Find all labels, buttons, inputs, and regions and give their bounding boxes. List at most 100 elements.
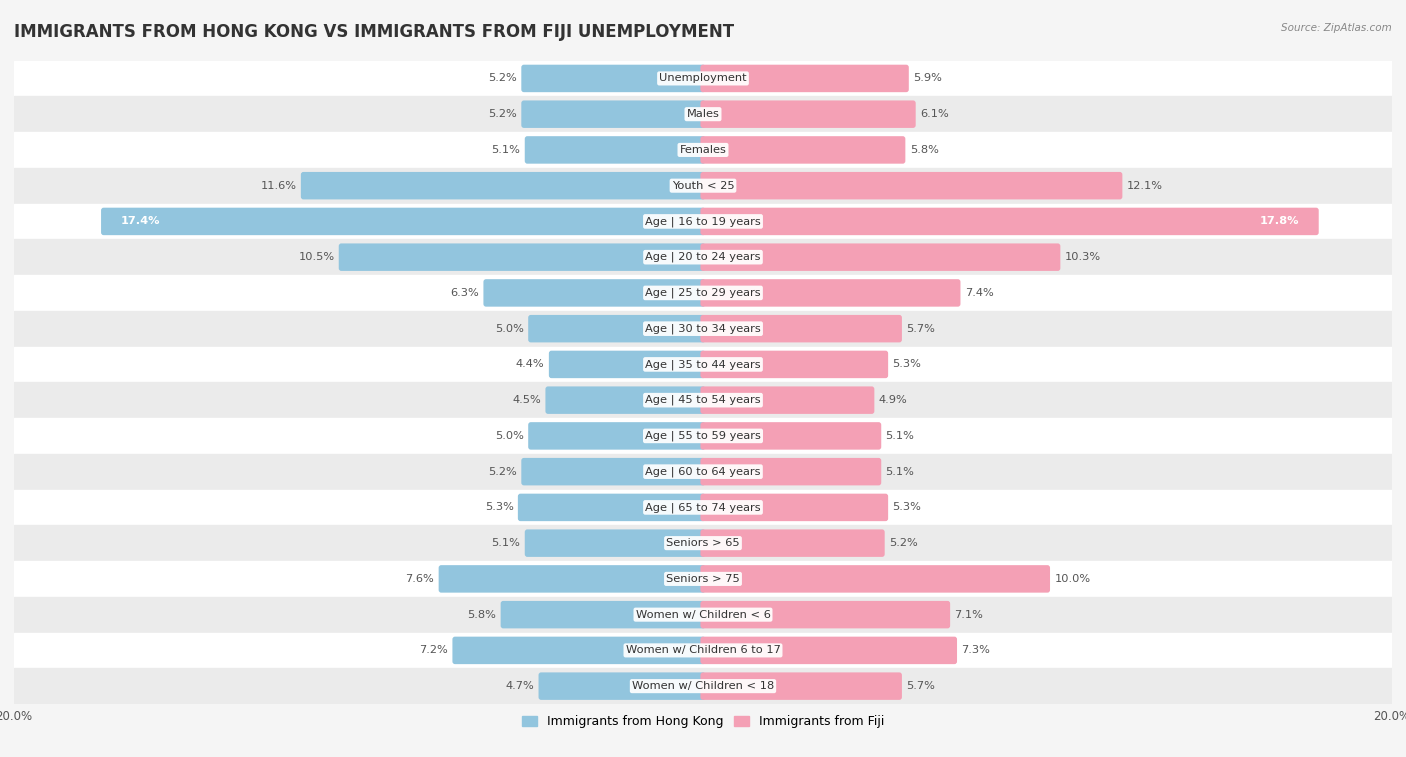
Bar [14,418,1392,453]
Text: 5.2%: 5.2% [889,538,918,548]
Bar [14,96,1392,132]
Text: Age | 60 to 64 years: Age | 60 to 64 years [645,466,761,477]
FancyBboxPatch shape [700,672,901,700]
Bar [14,61,1392,96]
FancyBboxPatch shape [529,422,706,450]
FancyBboxPatch shape [700,601,950,628]
Text: Women w/ Children < 18: Women w/ Children < 18 [631,681,775,691]
Text: Age | 16 to 19 years: Age | 16 to 19 years [645,217,761,226]
Text: 7.6%: 7.6% [405,574,434,584]
FancyBboxPatch shape [339,244,706,271]
Bar [14,275,1392,311]
Text: 5.0%: 5.0% [495,431,524,441]
Bar [14,633,1392,668]
FancyBboxPatch shape [484,279,706,307]
FancyBboxPatch shape [700,172,1122,199]
Bar [14,525,1392,561]
Text: 4.7%: 4.7% [506,681,534,691]
FancyBboxPatch shape [501,601,706,628]
Text: Age | 30 to 34 years: Age | 30 to 34 years [645,323,761,334]
FancyBboxPatch shape [700,244,1060,271]
Text: Age | 20 to 24 years: Age | 20 to 24 years [645,252,761,263]
FancyBboxPatch shape [538,672,706,700]
Text: 5.2%: 5.2% [488,73,517,83]
Text: 6.3%: 6.3% [450,288,479,298]
Text: 4.4%: 4.4% [516,360,544,369]
Text: Source: ZipAtlas.com: Source: ZipAtlas.com [1281,23,1392,33]
Bar [14,311,1392,347]
Text: 5.9%: 5.9% [912,73,942,83]
Text: 5.8%: 5.8% [910,145,939,155]
Text: 5.1%: 5.1% [886,431,914,441]
FancyBboxPatch shape [529,315,706,342]
Text: Females: Females [679,145,727,155]
Text: 17.8%: 17.8% [1260,217,1299,226]
FancyBboxPatch shape [700,136,905,164]
Text: 7.1%: 7.1% [955,609,983,620]
Text: 5.0%: 5.0% [495,324,524,334]
Text: 6.1%: 6.1% [920,109,949,119]
Text: 10.5%: 10.5% [298,252,335,262]
Text: Age | 65 to 74 years: Age | 65 to 74 years [645,502,761,512]
Text: 4.5%: 4.5% [512,395,541,405]
Legend: Immigrants from Hong Kong, Immigrants from Fiji: Immigrants from Hong Kong, Immigrants fr… [517,710,889,733]
Text: Age | 55 to 59 years: Age | 55 to 59 years [645,431,761,441]
Bar [14,490,1392,525]
FancyBboxPatch shape [517,494,706,521]
FancyBboxPatch shape [700,529,884,557]
FancyBboxPatch shape [700,494,889,521]
Text: Seniors > 75: Seniors > 75 [666,574,740,584]
FancyBboxPatch shape [700,207,1319,235]
FancyBboxPatch shape [700,279,960,307]
Bar [14,204,1392,239]
Bar [14,168,1392,204]
Text: 10.3%: 10.3% [1064,252,1101,262]
FancyBboxPatch shape [700,565,1050,593]
Text: 5.1%: 5.1% [886,466,914,477]
Text: Males: Males [686,109,720,119]
Text: Age | 35 to 44 years: Age | 35 to 44 years [645,359,761,369]
Bar [14,382,1392,418]
Text: 5.3%: 5.3% [893,503,921,512]
FancyBboxPatch shape [522,101,706,128]
FancyBboxPatch shape [700,315,901,342]
Text: Age | 45 to 54 years: Age | 45 to 54 years [645,395,761,406]
FancyBboxPatch shape [700,637,957,664]
Text: 5.1%: 5.1% [492,145,520,155]
Bar [14,132,1392,168]
Text: Women w/ Children 6 to 17: Women w/ Children 6 to 17 [626,646,780,656]
Text: Unemployment: Unemployment [659,73,747,83]
Text: 5.8%: 5.8% [467,609,496,620]
Text: 17.4%: 17.4% [121,217,160,226]
FancyBboxPatch shape [548,350,706,378]
Text: 5.2%: 5.2% [488,109,517,119]
Text: IMMIGRANTS FROM HONG KONG VS IMMIGRANTS FROM FIJI UNEMPLOYMENT: IMMIGRANTS FROM HONG KONG VS IMMIGRANTS … [14,23,734,41]
Text: Seniors > 65: Seniors > 65 [666,538,740,548]
FancyBboxPatch shape [700,350,889,378]
FancyBboxPatch shape [522,64,706,92]
Bar [14,668,1392,704]
FancyBboxPatch shape [700,101,915,128]
Text: 4.9%: 4.9% [879,395,907,405]
FancyBboxPatch shape [700,458,882,485]
Text: 7.3%: 7.3% [962,646,990,656]
FancyBboxPatch shape [439,565,706,593]
Text: 5.3%: 5.3% [485,503,513,512]
Text: 5.7%: 5.7% [907,681,935,691]
Text: 5.7%: 5.7% [907,324,935,334]
FancyBboxPatch shape [524,136,706,164]
FancyBboxPatch shape [522,458,706,485]
Bar [14,239,1392,275]
Text: 7.2%: 7.2% [419,646,449,656]
FancyBboxPatch shape [301,172,706,199]
Text: 12.1%: 12.1% [1126,181,1163,191]
Text: Age | 25 to 29 years: Age | 25 to 29 years [645,288,761,298]
Bar [14,561,1392,597]
Text: 10.0%: 10.0% [1054,574,1091,584]
FancyBboxPatch shape [700,386,875,414]
Text: 5.3%: 5.3% [893,360,921,369]
Text: Youth < 25: Youth < 25 [672,181,734,191]
Text: 5.1%: 5.1% [492,538,520,548]
Bar [14,347,1392,382]
FancyBboxPatch shape [700,64,908,92]
